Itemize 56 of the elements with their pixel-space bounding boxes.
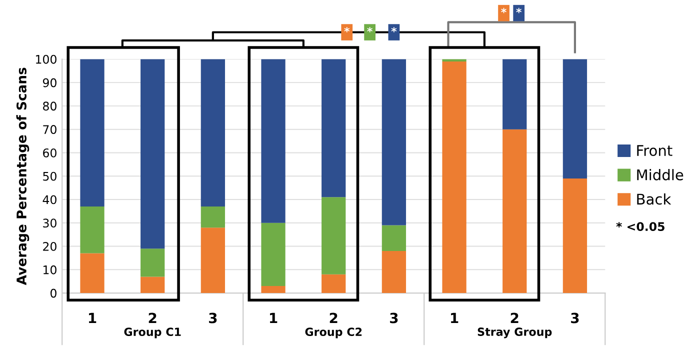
y-tick-label: 80 [43,102,56,111]
y-tick-label: 70 [43,125,56,134]
text: Stray Group [478,328,552,338]
text: * <0.05 [616,222,664,231]
bar [80,59,104,207]
bar [140,276,165,294]
y-tick-label: 0 [50,288,56,298]
bar [562,59,588,178]
bar [322,197,346,274]
text: * [391,27,397,32]
x-tick-label: 1 [89,312,96,324]
bar [140,59,165,249]
text: * [516,8,522,14]
y-tick-label: 50 [43,172,56,181]
bar [200,59,226,207]
y-tick-label: 10 [44,265,56,274]
x-tick-label: 3 [390,312,398,324]
x-tick-label: 3 [571,312,579,324]
bar [562,178,588,294]
legend-label: Front [637,145,672,156]
bar [140,248,165,277]
bar [261,286,286,294]
text: * [501,8,506,14]
x-tick-label: 1 [270,312,278,324]
y-tick-label: 20 [43,242,56,251]
text: * [344,27,350,32]
legend-label: Back [637,193,672,205]
y-tick-label: 60 [43,148,56,158]
text: Group C1 [124,328,181,338]
y-tick-label: 90 [42,78,56,88]
text: * [367,27,372,32]
bar [200,228,226,294]
bar [442,62,466,294]
text: Group C2 [305,328,362,338]
bar [200,206,226,228]
bar [382,250,406,294]
bar [80,206,104,254]
bar [322,274,346,294]
bar [382,225,406,251]
x-tick-label: 1 [451,312,458,324]
bar [502,129,527,294]
x-tick-label: 3 [209,312,217,324]
legend-label: Middle [637,169,684,180]
y-tick-label: 100 [36,54,56,64]
bar [261,222,286,286]
x-tick-label: 2 [510,312,518,324]
y-tick-label: 30 [43,218,56,228]
bar [80,253,104,294]
x-tick-label: 2 [330,312,338,324]
bar [322,59,346,198]
x-tick-label: 2 [148,312,156,324]
bar [502,59,527,130]
y-axis-title: Average Percentage of Scans [16,68,30,286]
bar [261,59,286,223]
bar [382,59,406,226]
y-tick-label: 40 [42,195,56,204]
